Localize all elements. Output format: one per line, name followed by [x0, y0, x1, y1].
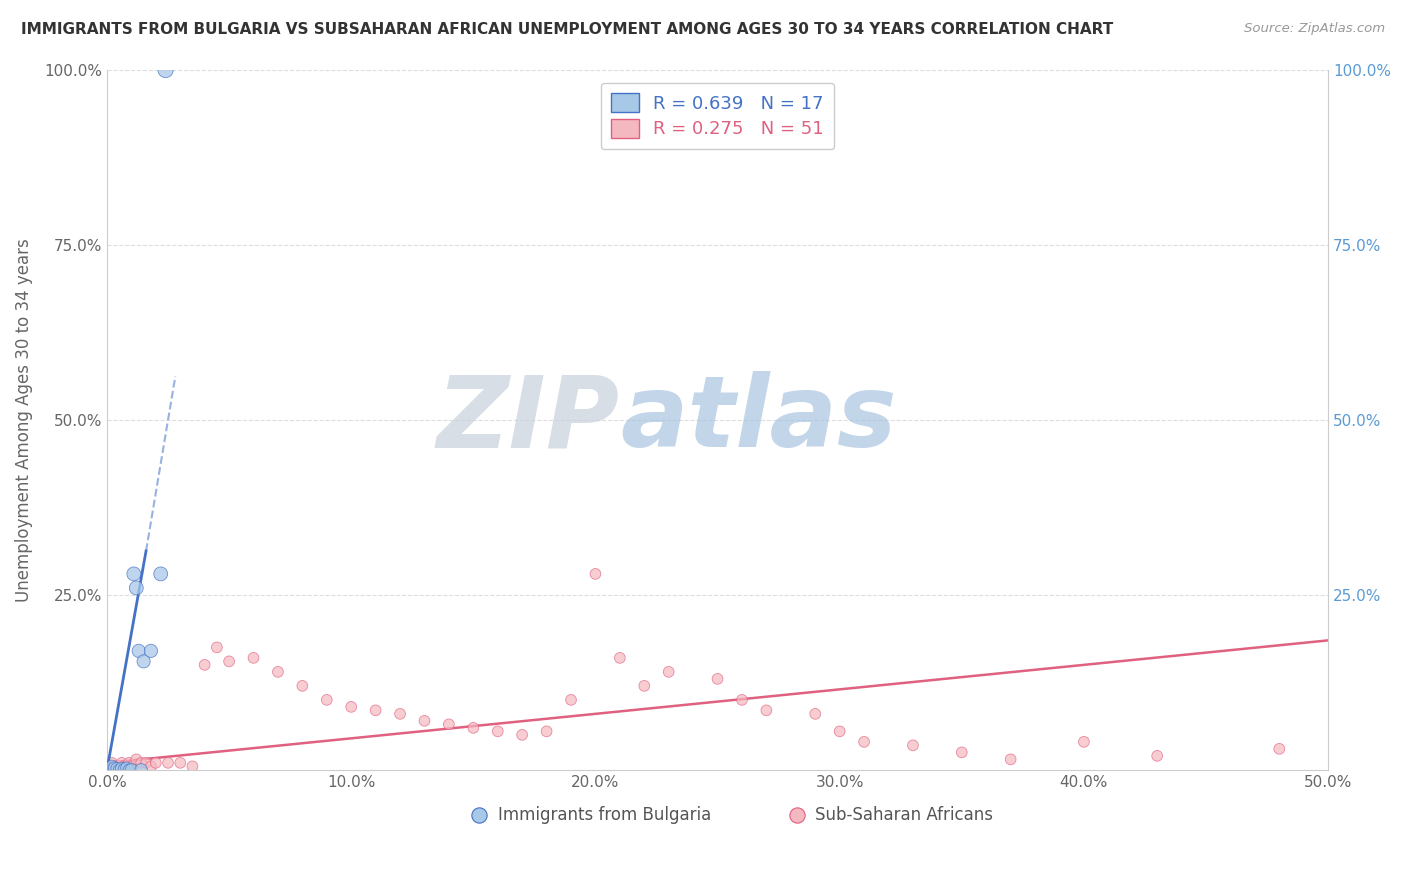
Point: [364, 703, 387, 717]
Point: [135, 756, 157, 770]
Point: [157, 756, 180, 770]
Point: [103, 761, 125, 775]
Point: [218, 654, 240, 668]
Text: atlas: atlas: [620, 371, 897, 468]
Point: [1268, 742, 1291, 756]
Point: [901, 739, 924, 753]
Point: [804, 706, 827, 721]
Point: [340, 699, 363, 714]
Point: [115, 759, 138, 773]
Point: [755, 703, 778, 717]
Point: [950, 745, 973, 759]
Point: [105, 761, 128, 775]
Point: [101, 759, 124, 773]
Point: [108, 759, 131, 773]
Point: [658, 665, 681, 679]
Point: [242, 651, 264, 665]
Point: [181, 759, 204, 773]
Point: [120, 763, 142, 777]
Point: [118, 763, 141, 777]
Point: [145, 756, 167, 770]
Point: [633, 679, 655, 693]
Point: [132, 654, 155, 668]
Point: [125, 581, 148, 595]
Point: [291, 679, 314, 693]
Point: [1146, 748, 1168, 763]
Point: [105, 761, 128, 775]
Y-axis label: Unemployment Among Ages 30 to 34 years: Unemployment Among Ages 30 to 34 years: [15, 238, 32, 602]
Point: [118, 756, 141, 770]
Point: [536, 724, 558, 739]
Point: [149, 566, 172, 581]
Point: [112, 762, 135, 776]
Point: [129, 763, 152, 777]
Point: [111, 761, 134, 775]
Point: [583, 566, 606, 581]
Point: [463, 721, 485, 735]
Point: [129, 756, 152, 770]
Point: [122, 566, 145, 581]
Point: [853, 735, 876, 749]
Point: [205, 640, 228, 655]
Point: [1000, 752, 1022, 766]
Point: [267, 665, 290, 679]
Point: [194, 657, 217, 672]
Legend: R = 0.639   N = 17, R = 0.275   N = 51: R = 0.639 N = 17, R = 0.275 N = 51: [600, 83, 835, 149]
Text: ZIP: ZIP: [437, 371, 620, 468]
Point: [169, 756, 191, 770]
Point: [560, 693, 582, 707]
Point: [103, 759, 125, 773]
Point: [125, 752, 148, 766]
Point: [731, 693, 754, 707]
Point: [98, 759, 121, 773]
Point: [389, 706, 412, 721]
Point: [112, 759, 135, 773]
Point: [510, 728, 533, 742]
Point: [437, 717, 460, 731]
Point: [108, 763, 131, 777]
Point: [115, 761, 138, 775]
Text: IMMIGRANTS FROM BULGARIA VS SUBSAHARAN AFRICAN UNEMPLOYMENT AMONG AGES 30 TO 34 : IMMIGRANTS FROM BULGARIA VS SUBSAHARAN A…: [21, 22, 1114, 37]
Point: [1073, 735, 1095, 749]
Text: Source: ZipAtlas.com: Source: ZipAtlas.com: [1244, 22, 1385, 36]
Point: [828, 724, 851, 739]
Point: [139, 644, 162, 658]
Point: [413, 714, 436, 728]
Point: [609, 651, 631, 665]
Point: [111, 756, 134, 770]
Point: [486, 724, 509, 739]
Point: [128, 644, 150, 658]
Point: [706, 672, 728, 686]
Point: [315, 693, 337, 707]
Point: [101, 756, 124, 770]
Text: Sub-Saharan Africans: Sub-Saharan Africans: [815, 806, 993, 824]
Point: [120, 759, 142, 773]
Point: [155, 63, 177, 78]
Text: Immigrants from Bulgaria: Immigrants from Bulgaria: [498, 806, 711, 824]
Point: [139, 759, 162, 773]
